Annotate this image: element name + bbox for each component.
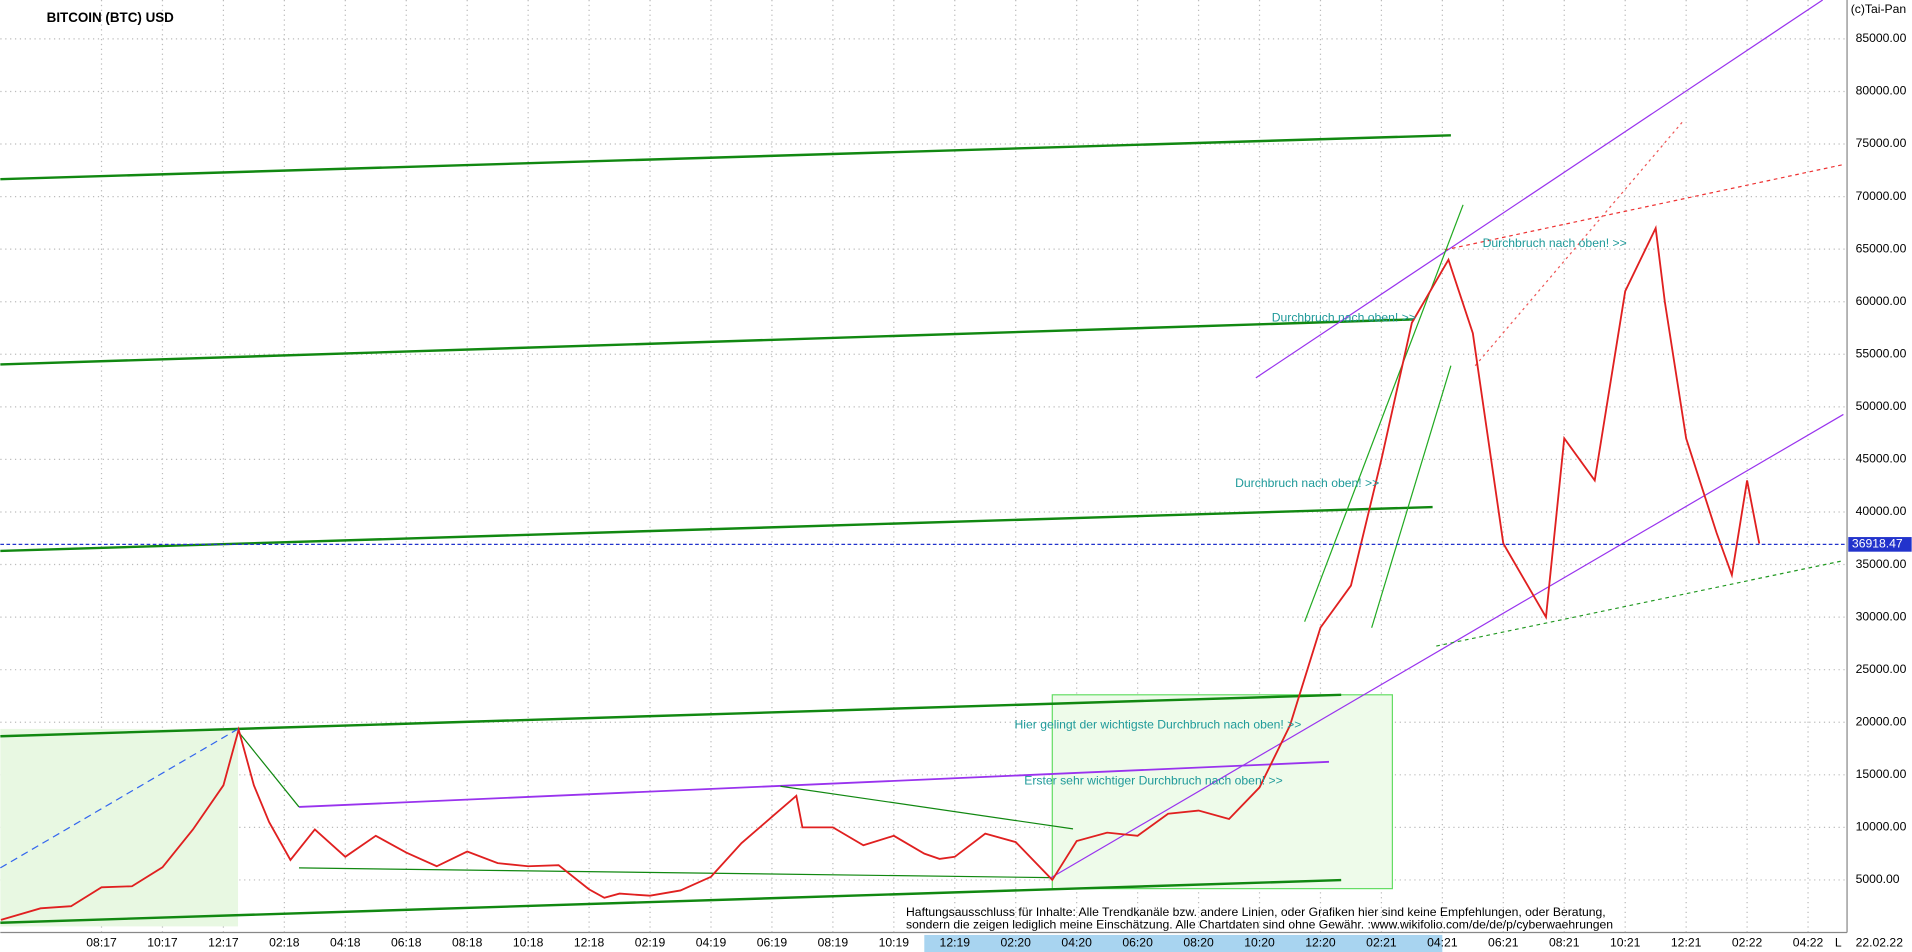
x-tick-label: 08:19 — [818, 936, 849, 950]
last-price-label: 36918.47 — [1852, 537, 1903, 551]
x-tick-label: 12:18 — [574, 936, 605, 950]
zone — [1051, 694, 1393, 890]
y-tick-label: 80000.00 — [1856, 84, 1907, 98]
trendline — [0, 878, 1342, 924]
annotation: Hier gelingt der wichtigste Durchbruch n… — [1015, 717, 1302, 731]
x-tick-label: 08:20 — [1183, 936, 1214, 950]
x-tick-label: 06:21 — [1488, 936, 1519, 950]
y-tick-label: 60000.00 — [1856, 294, 1907, 308]
annotation: Durchbruch nach oben! >> — [1272, 310, 1416, 324]
y-tick-label: 75000.00 — [1856, 136, 1907, 150]
x-tick-label: 06:18 — [391, 936, 422, 950]
zone — [0, 728, 239, 927]
x-tick-label: 12:17 — [208, 936, 239, 950]
trendline — [0, 728, 239, 869]
trendline — [0, 505, 1433, 553]
annotation: Durchbruch nach oben! >> — [1483, 236, 1627, 250]
price-line — [0, 224, 1761, 921]
x-tick-label: 04:18 — [330, 936, 361, 950]
x-tick-label: 12:20 — [1305, 936, 1336, 950]
x-tick-label: 12:21 — [1671, 936, 1702, 950]
trendline — [1474, 121, 1683, 367]
annotation: Erster sehr wichtiger Durchbruch nach ob… — [1024, 774, 1282, 788]
x-tick-label: 02:20 — [1000, 936, 1031, 950]
trendline — [1304, 204, 1464, 622]
last-price-box — [1848, 537, 1912, 552]
y-tick-label: 20000.00 — [1856, 714, 1907, 728]
x-range-highlight — [924, 934, 1443, 952]
trendline — [0, 318, 1415, 366]
y-tick-label: 25000.00 — [1856, 662, 1907, 676]
x-tick-label: 10:18 — [513, 936, 544, 950]
x-tick-label: 02:22 — [1732, 936, 1763, 950]
trendline — [0, 693, 1342, 738]
x-tick-label: 10:17 — [147, 936, 178, 950]
x-tick-label: 02:19 — [635, 936, 666, 950]
y-tick-label: 15000.00 — [1856, 767, 1907, 781]
trendline — [237, 730, 300, 808]
chart-title: BITCOIN (BTC) USD — [47, 10, 175, 25]
x-tick-label: 10:19 — [879, 936, 910, 950]
y-tick-label: 40000.00 — [1856, 504, 1907, 518]
trendline — [1436, 560, 1844, 647]
y-tick-label: 35000.00 — [1856, 557, 1907, 571]
trendline — [0, 134, 1451, 181]
trendline — [1255, 0, 1824, 379]
x-tick-label: 02:18 — [269, 936, 300, 950]
x-tick-label: 04:21 — [1427, 936, 1458, 950]
x-tick-label: 10:20 — [1244, 936, 1275, 950]
y-tick-label: 65000.00 — [1856, 241, 1907, 255]
copyright: (c)Tai-Pan — [1851, 2, 1906, 16]
series — [0, 224, 1761, 921]
x-tick-label: 08:17 — [86, 936, 117, 950]
trendline — [1050, 413, 1844, 879]
y-tick-label: 85000.00 — [1856, 31, 1907, 45]
y-tick-label: 5000.00 — [1856, 872, 1900, 886]
trendline — [1444, 163, 1844, 251]
y-tick-label: 45000.00 — [1856, 452, 1907, 466]
y-tick-label: 70000.00 — [1856, 189, 1907, 203]
x-tick-label: 06:19 — [757, 936, 788, 950]
x-tick-label: 12:19 — [940, 936, 971, 950]
disclaimer: Haftungsausschluss für Inhalte: Alle Tre… — [906, 905, 1606, 919]
x-tick-label: 04:22 — [1793, 936, 1824, 950]
y-tick-label: 30000.00 — [1856, 609, 1907, 623]
trendline — [780, 785, 1074, 830]
date: 22.02.22 — [1856, 936, 1904, 950]
trendline — [298, 867, 1052, 879]
x-tick-label: 06:20 — [1122, 936, 1153, 950]
trendline — [1371, 365, 1452, 628]
x-tick-label: 02:21 — [1366, 936, 1397, 950]
annotation: Durchbruch nach oben! >> — [1235, 476, 1379, 490]
trendline — [298, 760, 1330, 808]
x-tick-label: 04:20 — [1061, 936, 1092, 950]
disclaimer: sondern die zeigen lediglich meine Einsc… — [906, 917, 1613, 931]
y-tick-label: 50000.00 — [1856, 399, 1907, 413]
trendlines — [0, 0, 1844, 924]
x-tick-label: 04:19 — [696, 936, 727, 950]
x-tick-label: 08:18 — [452, 936, 483, 950]
scale-mode: L — [1835, 936, 1842, 950]
x-tick-label: 10:21 — [1610, 936, 1641, 950]
x-tick-label: 08:21 — [1549, 936, 1580, 950]
y-tick-label: 55000.00 — [1856, 347, 1907, 361]
y-tick-label: 10000.00 — [1856, 820, 1907, 834]
